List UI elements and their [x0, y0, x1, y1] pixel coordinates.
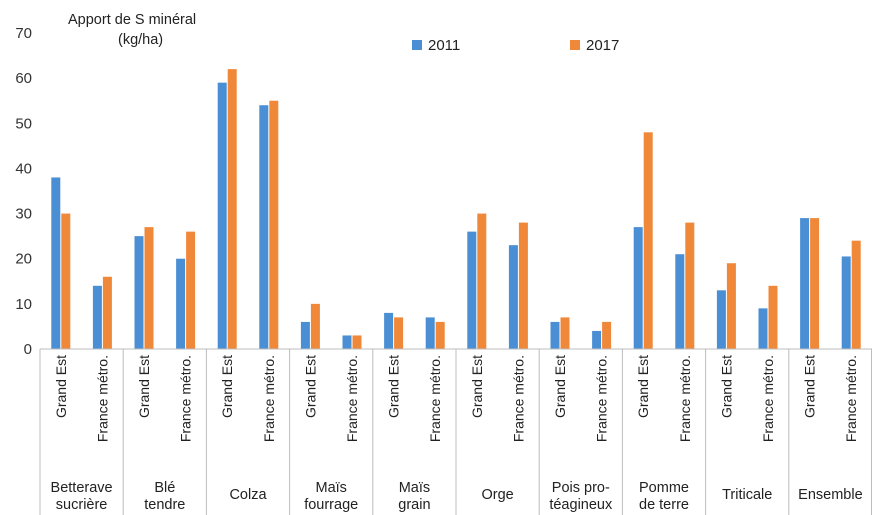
bar-2011-france-m-tro--6 — [508, 245, 518, 349]
bar-2017-france-m-tro--7 — [602, 321, 612, 349]
bar-2017-grand-est-6 — [477, 213, 487, 349]
x-subcategory-label: Grand Est — [802, 355, 818, 418]
bars — [51, 69, 861, 350]
x-group-label: Pois pro- — [552, 480, 610, 496]
x-subcategory-label: France métro. — [178, 355, 194, 442]
bar-2011-grand-est-6 — [467, 231, 477, 349]
bar-2017-france-m-tro--1 — [102, 276, 112, 349]
x-subcategory-label: France métro. — [344, 355, 360, 442]
x-subcategory-label: Grand Est — [552, 355, 568, 418]
x-subcategory-label: Grand Est — [386, 355, 402, 418]
x-group-label: grain — [398, 497, 430, 513]
bar-2017-grand-est-3 — [227, 69, 237, 349]
x-group-label: fourrage — [304, 497, 358, 513]
x-group-label: tendre — [144, 497, 185, 513]
x-subcategory-label: Grand Est — [53, 355, 69, 418]
bar-2017-grand-est-1 — [61, 213, 71, 349]
x-subcategory-label: France métro. — [677, 355, 693, 442]
bar-2017-france-m-tro--2 — [186, 231, 196, 349]
x-subcategory-label: Grand Est — [635, 355, 651, 418]
bar-2017-france-m-tro--3 — [269, 100, 279, 349]
x-subcategory-label: Grand Est — [302, 355, 318, 418]
x-group-label: Betterave — [51, 480, 113, 496]
x-subcategory-label: Grand Est — [219, 355, 235, 418]
y-axis-label: Apport de S minéral — [68, 12, 196, 28]
legend-swatch-2017 — [570, 40, 580, 50]
legend: 2011 2017 — [412, 37, 619, 54]
x-subcategory-label: Grand Est — [718, 355, 734, 418]
x-subcategory-label: Grand Est — [469, 355, 485, 418]
legend-swatch-2011 — [412, 40, 422, 50]
bar-2017-france-m-tro--4 — [352, 335, 362, 349]
x-subcategory-label: France métro. — [594, 355, 610, 442]
x-subcategory-label: France métro. — [760, 355, 776, 442]
y-axis: 0 10 20 30 40 50 60 70 — [15, 25, 32, 358]
bar-2017-grand-est-7 — [560, 317, 570, 349]
bar-2011-france-m-tro--9 — [758, 308, 768, 349]
bar-2017-grand-est-10 — [810, 218, 820, 349]
legend-label-2017: 2017 — [586, 37, 619, 54]
x-group-label: Colza — [229, 487, 267, 503]
bar-2011-grand-est-3 — [217, 82, 227, 350]
bar-2011-grand-est-1 — [51, 177, 61, 349]
y-tick-label: 0 — [24, 341, 32, 358]
x-group-label: Triticale — [722, 487, 772, 503]
y-tick-label: 70 — [15, 25, 32, 42]
bar-2017-grand-est-5 — [394, 317, 404, 349]
legend-label-2011: 2011 — [428, 37, 460, 54]
bar-2011-france-m-tro--7 — [592, 330, 602, 349]
bar-2011-grand-est-7 — [550, 321, 560, 349]
y-tick-label: 50 — [15, 115, 32, 132]
y-axis-unit: (kg/ha) — [118, 32, 163, 48]
bar-2011-grand-est-8 — [633, 227, 643, 349]
bar-2017-france-m-tro--6 — [518, 222, 528, 349]
x-group-label: Maïs — [399, 480, 430, 496]
x-group-label: de terre — [639, 497, 689, 513]
y-tick-label: 20 — [15, 251, 32, 268]
x-subcategory-label: France métro. — [94, 355, 110, 442]
x-group-label: Ensemble — [798, 487, 862, 503]
x-subcategory-label: France métro. — [261, 355, 277, 442]
bar-2011-france-m-tro--3 — [259, 105, 269, 349]
x-group-label: Maïs — [315, 480, 346, 496]
x-group-label: Blé — [154, 480, 175, 496]
bar-2011-france-m-tro--1 — [92, 285, 102, 349]
x-group-label: sucrière — [56, 497, 108, 513]
x-group-label: téagineux — [549, 497, 613, 513]
bar-2011-grand-est-5 — [384, 312, 394, 349]
y-tick-label: 40 — [15, 160, 32, 177]
bar-2011-grand-est-10 — [800, 218, 810, 349]
x-subcategory-label: Grand Est — [136, 355, 152, 418]
y-tick-label: 30 — [15, 206, 32, 223]
bar-2017-grand-est-8 — [643, 132, 653, 349]
bar-2011-france-m-tro--10 — [841, 256, 851, 349]
bar-2011-france-m-tro--2 — [176, 258, 186, 349]
bar-2017-france-m-tro--8 — [685, 222, 695, 349]
bar-2017-france-m-tro--9 — [768, 285, 778, 349]
x-subcategory-label: France métro. — [427, 355, 443, 442]
bar-2017-france-m-tro--5 — [435, 321, 445, 349]
x-subcategory-label: France métro. — [510, 355, 526, 442]
y-tick-label: 60 — [15, 70, 32, 87]
bar-2011-france-m-tro--5 — [425, 317, 435, 349]
bar-2017-france-m-tro--10 — [851, 240, 861, 349]
bar-2017-grand-est-9 — [726, 263, 736, 349]
bar-2017-grand-est-4 — [310, 303, 320, 349]
bar-2011-france-m-tro--4 — [342, 335, 352, 349]
x-subcategory-label: France métro. — [843, 355, 859, 442]
x-group-label: Pomme — [639, 480, 689, 496]
bar-2011-france-m-tro--8 — [675, 254, 685, 349]
bar-2011-grand-est-4 — [300, 321, 310, 349]
x-group-label: Orge — [481, 487, 513, 503]
bar-2017-grand-est-2 — [144, 227, 154, 349]
bar-2011-grand-est-9 — [716, 290, 726, 349]
bar-2011-grand-est-2 — [134, 236, 144, 349]
y-tick-label: 10 — [15, 296, 32, 313]
